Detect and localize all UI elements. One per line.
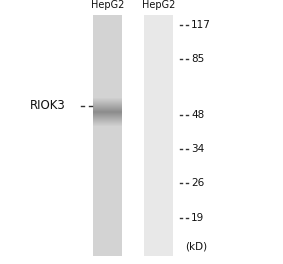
Text: 117: 117 (191, 20, 211, 30)
Text: 85: 85 (191, 54, 204, 64)
Text: 26: 26 (191, 178, 204, 188)
Text: RIOK3: RIOK3 (30, 99, 66, 112)
Text: 34: 34 (191, 144, 204, 154)
Text: 19: 19 (191, 213, 204, 223)
Text: HepG2: HepG2 (142, 0, 175, 10)
Text: 48: 48 (191, 110, 204, 120)
Text: HepG2: HepG2 (91, 0, 124, 10)
Text: (kD): (kD) (185, 242, 207, 252)
